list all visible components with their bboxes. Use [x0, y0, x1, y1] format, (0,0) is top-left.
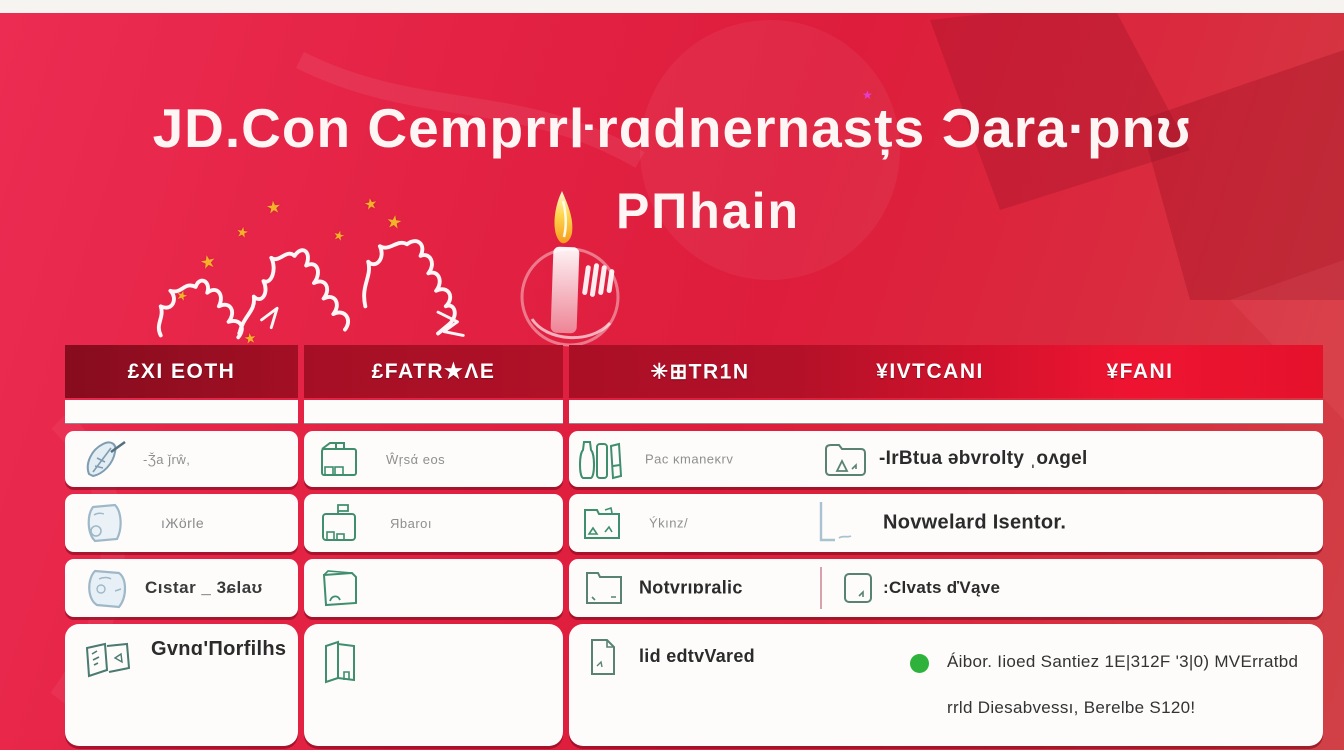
row1-cell2: Ŵŗsά eos	[304, 431, 563, 487]
green-crate-icon	[321, 442, 357, 476]
star-icon: ★	[362, 194, 379, 215]
top-white-strip	[0, 0, 1344, 13]
candle-graphic	[520, 191, 620, 347]
row4-cell2	[304, 624, 563, 746]
page-title: JD.Con Cemprrŀrɑdnernasțs Ɔara·pnʊ	[152, 97, 1192, 159]
row3-cell3-label: Notvrıɒralic	[639, 577, 743, 598]
small-document-icon	[844, 573, 872, 603]
axis-line-icon	[819, 502, 852, 542]
star-icon: ★	[234, 223, 250, 241]
row2-cell3-label: Ýkınz/	[649, 515, 689, 531]
header-col-1: £XI EOTH	[65, 345, 298, 398]
star-icon: ★	[384, 210, 404, 234]
row3-cell1: Cıstar _ 3ɕlaʊ	[65, 559, 298, 617]
table-header-row: £XI EOTH £FATR★ΛE ✳⊞TR1N ¥IVTCANI ¥FANI	[65, 345, 1323, 398]
folder-icon	[586, 572, 622, 604]
magenta-spark-icon: ★	[862, 88, 873, 102]
folder-icon	[584, 506, 620, 539]
table-row: -Ǯa ǰrŵ, Ŵŗsά eos Pac ĸmaneĸrv	[65, 431, 1323, 487]
green-box-icon	[322, 570, 357, 607]
row3-cell3: Notvrıɒralic :Clvats ďVąve	[569, 559, 1323, 617]
row2-cell1: ıЖörle	[65, 494, 298, 552]
row4-note-line2: rrld Diesabvessı, Berelbe S120!	[947, 698, 1196, 717]
header-col-5: ¥FANI	[1106, 359, 1174, 383]
row1-cell2-label: Ŵŗsά eos	[386, 451, 446, 467]
row3-cell4-label: :Clvats ďVąve	[883, 578, 1001, 597]
table-spacer-row	[65, 400, 1323, 424]
star-icon: ★	[264, 197, 283, 218]
info-table: £XI EOTH £FATR★ΛE ✳⊞TR1N ¥IVTCANI ¥FANI …	[65, 345, 1323, 746]
folder-flap-icon	[825, 444, 866, 476]
row2-cell2: Яbaroı	[304, 494, 563, 552]
header-col-4: ¥IVTCANI	[876, 359, 984, 383]
row4-cell1: Gvnɑ'Πorfilhs	[65, 624, 298, 746]
row1-cell3-label: Pac ĸmaneĸrv	[645, 451, 734, 467]
table-row: ıЖörle Яbaroı Ýkınz/	[65, 494, 1323, 552]
row1-cell1-label: -Ǯa ǰrŵ,	[143, 451, 191, 467]
green-dot-bullet	[910, 654, 929, 673]
row1-cell4-label: -IrBtua əbvrolty ˌoʌgel	[879, 448, 1088, 469]
row4-cell3-label: lid edtvVared	[639, 646, 755, 666]
row2-cell3: Ýkınz/ Novwelard Isentor.	[569, 494, 1323, 552]
row2-cell2-label: Яbaroı	[390, 515, 433, 531]
leaf-sketch-icon	[86, 440, 126, 478]
map-sketch-graphic	[156, 239, 465, 340]
table-row: Gvnɑ'Πorfilhs lid edtvVared Áibor. I	[65, 624, 1323, 746]
row1-cell3: Pac ĸmaneĸrv -IrBtua əbvrolty ˌoʌgel	[569, 431, 1323, 487]
green-flag-box-icon	[322, 504, 356, 541]
row4-cell1-label: Gvnɑ'Πorfilhs	[151, 638, 287, 660]
vertical-divider	[820, 567, 822, 609]
mug-sketch-icon	[88, 569, 127, 609]
page-subtitle: PПhain	[615, 183, 801, 239]
green-tall-book-icon	[325, 640, 355, 684]
row2-cell4-label: Novwelard Isentor.	[883, 511, 1067, 534]
row4-cell3: lid edtvVared Áibor. Iioed Santiez 1E|31…	[569, 624, 1323, 746]
spacer-cell	[65, 400, 298, 424]
header-col-right: ✳⊞TR1N ¥IVTCANI ¥FANI	[569, 345, 1323, 398]
document-icon	[591, 639, 615, 675]
header-col-3: ✳⊞TR1N	[650, 360, 750, 383]
cup-sketch-icon	[87, 503, 122, 543]
row4-note-line1: Áibor. Iioed Santiez 1E|312F '3|0) MVErr…	[947, 652, 1299, 671]
spacer-cell	[569, 400, 1323, 424]
open-book-icon	[85, 642, 131, 678]
row3-cell2	[304, 559, 563, 617]
header-col-2: £FATR★ΛE	[304, 345, 563, 398]
row1-cell1: -Ǯa ǰrŵ,	[65, 431, 298, 487]
row2-cell1-label: ıЖörle	[161, 515, 205, 531]
spacer-cell	[304, 400, 563, 424]
row3-cell1-label: Cıstar _ 3ɕlaʊ	[145, 578, 263, 597]
bottles-icon	[579, 441, 623, 480]
table-row: Cıstar _ 3ɕlaʊ Notvrıɒralic	[65, 559, 1323, 617]
